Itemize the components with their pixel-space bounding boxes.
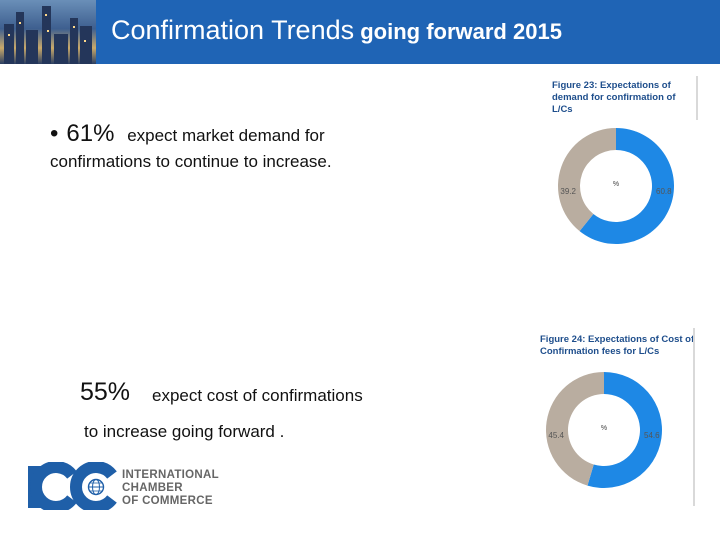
header-bar: Confirmation Trends going forward 2015 — [0, 0, 720, 64]
stat1-line: • 61% expect market demand for — [50, 120, 325, 148]
figure-23-slice-1 — [579, 128, 674, 244]
title-suffix: going forward 2015 — [354, 19, 562, 44]
figure-23-center-label: % — [613, 181, 619, 188]
figure-24-label-1: 54.6 — [644, 431, 660, 440]
icc-logo-text: INTERNATIONAL CHAMBER OF COMMERCE — [122, 469, 219, 508]
figure-23-donut-chart: 60.8 39.2% — [558, 128, 674, 244]
figure-24-label-2: 45.4 — [548, 431, 564, 440]
figure-23-label-2: 39.2 — [560, 187, 576, 196]
figure-24-title: Figure 24: Expectations of Cost of Confi… — [540, 334, 695, 357]
title-main: Confirmation Trends — [111, 15, 355, 45]
figure-23-title: Figure 23: Expectations of demand for co… — [552, 80, 676, 115]
figure-24-center-label: % — [601, 425, 607, 432]
header-city-photo — [0, 0, 96, 64]
stat2-line2: to increase going forward . — [84, 422, 285, 441]
figure-23-divider — [696, 76, 698, 120]
stat2-text: expect cost of confirmations — [152, 386, 363, 405]
stat1-line2: confirmations to continue to increase. — [50, 152, 332, 171]
stat1-text: expect market demand for — [127, 126, 325, 145]
logo-line-3: OF COMMERCE — [122, 495, 213, 507]
figure-24-slice-1 — [587, 372, 662, 488]
figure-24-divider — [693, 328, 695, 506]
figure-23-label-1: 60.8 — [656, 187, 672, 196]
logo-line-1: INTERNATIONAL — [122, 469, 219, 481]
figure-23-slice-2 — [558, 128, 616, 232]
slide-title: Confirmation Trends going forward 2015 — [111, 15, 562, 46]
logo-line-2: CHAMBER — [122, 482, 183, 494]
bullet-icon: • — [50, 120, 59, 147]
stat2-percent: 55% — [80, 378, 131, 406]
icc-logo-mark — [28, 462, 117, 510]
figure-24-slice-2 — [546, 372, 604, 486]
stat1-percent: 61% — [66, 120, 115, 147]
figure-24-donut-chart: 54.6 45.4% — [546, 372, 662, 488]
globe-icon — [87, 478, 105, 496]
